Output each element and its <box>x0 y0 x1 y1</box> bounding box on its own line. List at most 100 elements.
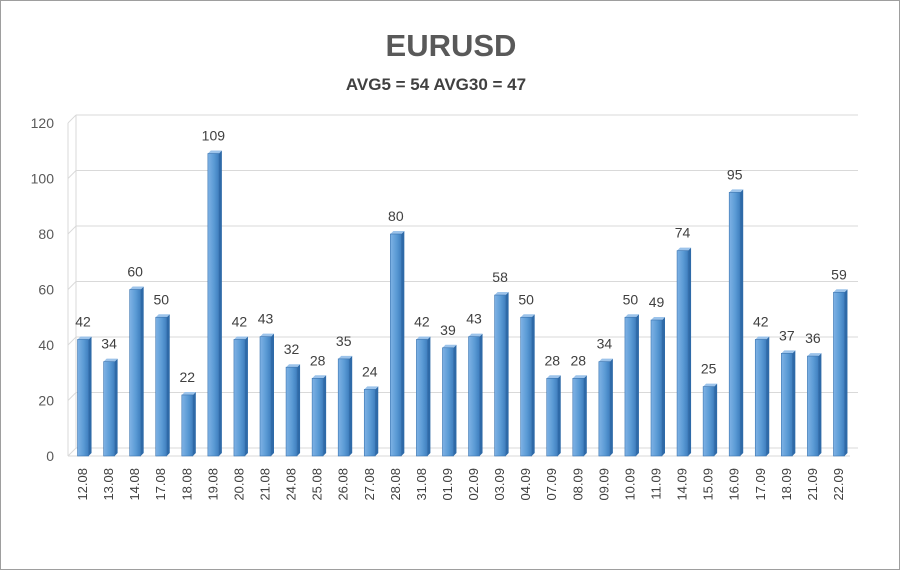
x-tick-label: 16.09 <box>727 468 742 501</box>
data-label: 58 <box>492 269 508 285</box>
bar <box>77 339 89 457</box>
bar-side <box>531 314 535 456</box>
y-tick-label: 100 <box>31 171 55 187</box>
bar <box>390 233 402 457</box>
x-tick-label: 22.09 <box>831 468 846 501</box>
bar <box>624 316 637 457</box>
data-label: 59 <box>831 266 847 282</box>
bar-side <box>349 355 353 456</box>
bar <box>468 336 480 457</box>
bar-side <box>271 333 274 456</box>
gridline-connector <box>67 281 77 290</box>
bar-top <box>807 353 822 357</box>
x-tick-label: 12.08 <box>75 468 90 501</box>
data-label: 50 <box>518 291 534 307</box>
bar <box>781 353 793 457</box>
bar <box>702 386 715 457</box>
x-tick-label: 27.08 <box>362 468 377 501</box>
bar-side <box>818 353 822 456</box>
bar <box>572 377 585 457</box>
y-tick-label: 80 <box>38 226 54 242</box>
data-label: 42 <box>414 313 430 329</box>
data-label: 50 <box>153 291 169 307</box>
bar-top <box>624 314 639 318</box>
gridline-connector <box>67 114 77 124</box>
data-label: 37 <box>779 327 795 343</box>
y-tick-label: 60 <box>38 282 54 298</box>
data-label: 32 <box>284 341 300 357</box>
bar-side <box>323 375 327 456</box>
chart-title: EURUSD <box>385 28 517 63</box>
data-label: 109 <box>202 128 226 144</box>
bar-side <box>166 314 170 456</box>
x-tick-label: 10.09 <box>622 468 637 501</box>
bar <box>442 347 454 457</box>
data-label: 50 <box>623 291 639 307</box>
bar <box>520 316 532 457</box>
x-tick-label: 08.09 <box>570 468 585 501</box>
x-tick-label: 21.09 <box>805 468 820 501</box>
data-label: 22 <box>180 369 196 385</box>
bar-top <box>103 358 118 362</box>
data-label: 39 <box>440 322 456 338</box>
bar-top <box>651 317 665 321</box>
bar <box>285 366 298 457</box>
x-tick-label: 20.08 <box>231 468 246 501</box>
data-label: 95 <box>727 166 743 182</box>
x-tick-label: 15.09 <box>701 468 716 501</box>
y-tick-label: 120 <box>31 115 55 131</box>
bar-side <box>635 314 639 456</box>
bar-side <box>375 386 379 456</box>
y-tick-label: 0 <box>46 448 54 464</box>
x-tick-label: 13.08 <box>101 468 116 501</box>
bar <box>233 339 246 457</box>
bar-top <box>755 336 770 340</box>
data-label: 42 <box>753 313 769 329</box>
bar-top <box>677 247 692 251</box>
bar <box>650 319 663 457</box>
bar <box>181 394 194 457</box>
bar <box>129 289 141 457</box>
bar <box>754 339 767 457</box>
y-tick-label: 20 <box>38 393 54 409</box>
bar-side <box>662 317 665 456</box>
bar-top <box>155 314 170 318</box>
data-label: 43 <box>258 311 274 327</box>
x-tick-label: 02.09 <box>466 468 481 501</box>
bar <box>598 361 611 457</box>
bar-side <box>688 247 692 456</box>
data-label: 74 <box>675 225 691 241</box>
bar-top <box>129 286 144 290</box>
bar-side <box>792 350 796 456</box>
bar-top <box>260 333 274 337</box>
x-tick-label: 31.08 <box>414 468 429 501</box>
bar-top <box>233 336 248 340</box>
bar-side <box>505 292 509 456</box>
data-label: 28 <box>571 352 587 368</box>
bar <box>103 361 115 457</box>
x-tick-label: 26.08 <box>336 468 351 501</box>
x-tick-label: 07.09 <box>544 468 559 501</box>
bar <box>337 358 350 457</box>
data-label: 28 <box>544 352 560 368</box>
x-tick-label: 03.09 <box>492 468 507 501</box>
bar-top <box>364 386 379 390</box>
bar-top <box>494 292 509 296</box>
bar <box>728 192 741 457</box>
bar-top <box>286 364 301 368</box>
bar <box>259 336 272 457</box>
gridline-connector <box>67 336 77 346</box>
bar <box>311 377 324 457</box>
data-label: 43 <box>466 311 482 327</box>
bar-side <box>766 336 770 456</box>
data-label: 35 <box>336 333 352 349</box>
bar <box>676 250 689 457</box>
data-label: 24 <box>362 363 378 379</box>
x-tick-label: 18.09 <box>779 468 794 501</box>
gridline-connector <box>67 392 77 401</box>
bar-side <box>218 150 222 456</box>
data-label: 80 <box>388 208 404 224</box>
bar-side <box>583 375 587 456</box>
data-label: 49 <box>649 294 665 310</box>
